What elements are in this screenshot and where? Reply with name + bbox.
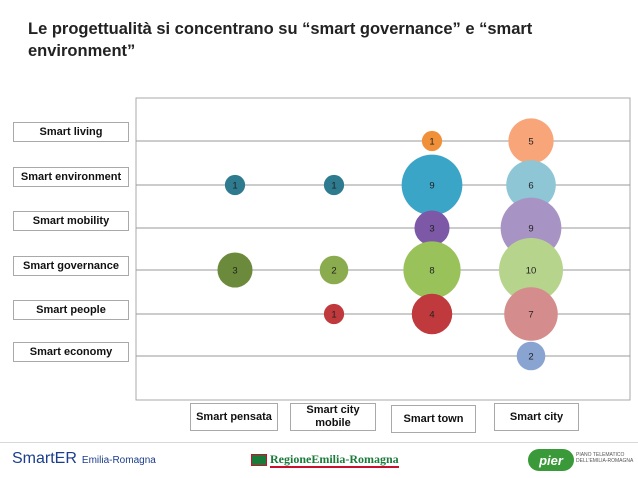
pier-logo-text: pier [539, 452, 563, 468]
column-label: Smart town [391, 405, 476, 433]
pier-logo: pier [528, 449, 574, 471]
row-label: Smart people [13, 300, 129, 320]
plot-area [135, 97, 631, 401]
bubble-r4-c2 [411, 293, 453, 335]
bubble-value-label: 10 [526, 266, 537, 277]
bubble-r0-c2 [421, 130, 443, 152]
bubble-value-label: 8 [429, 266, 434, 277]
bubble-r1-c1 [323, 174, 345, 196]
row-label: Smart living [13, 122, 129, 142]
column-label: Smart city [494, 403, 579, 431]
bubble-r3-c3 [499, 238, 563, 302]
bubble-r4-c3 [504, 287, 558, 341]
bubble-value-label: 9 [429, 181, 434, 192]
region-flag-icon [251, 454, 267, 466]
bubble-value-label: 3 [429, 224, 434, 235]
region-logo: RegioneEmilia-Romagna [251, 452, 399, 468]
bubble-r1-c2 [401, 154, 463, 216]
slide-title: Le progettualità si concentrano su “smar… [28, 20, 533, 60]
bubble-value-label: 5 [528, 137, 533, 148]
bubble-value-label: 1 [331, 310, 336, 321]
row-label: Smart mobility [13, 211, 129, 231]
footer-divider [0, 442, 638, 443]
bubble-value-label: 1 [331, 181, 336, 192]
bubble-r4-c1 [323, 303, 345, 325]
bubble-r0-c3 [508, 118, 554, 164]
pier-logo-caption: PIANO TELEMATICO DELL'EMILIA-ROMAGNA [576, 452, 634, 464]
column-label: Smart pensata [190, 403, 278, 431]
row-label: Smart environment [13, 167, 129, 187]
bubble-r2-c2 [414, 210, 450, 246]
region-logo-text: RegioneEmilia-Romagna [270, 451, 399, 468]
bubble-value-label: 1 [429, 137, 434, 148]
bubble-value-label: 6 [528, 181, 533, 192]
bubble-r3-c2 [403, 241, 461, 299]
bubble-value-label: 7 [528, 310, 533, 321]
bubble-r3-c0 [217, 252, 253, 288]
column-label: Smart city mobile [290, 403, 376, 431]
bubble-value-label: 2 [331, 266, 336, 277]
bubbles: 1 5 1 1 9 6 3 9 3 2 8 10 1 4 7 2 [217, 118, 563, 371]
bubble-value-label: 4 [429, 310, 434, 321]
smarter-logo: SmartER Emilia-Romagna [12, 450, 156, 468]
bubble-value-label: 1 [232, 181, 237, 192]
bubble-value-label: 9 [528, 224, 533, 235]
bubble-r5-c3 [516, 341, 546, 371]
smarter-logo-sub: Emilia-Romagna [81, 455, 156, 466]
bubble-value-label: 2 [528, 352, 533, 363]
bubble-r1-c0 [224, 174, 246, 196]
bubble-r3-c1 [319, 255, 349, 285]
smarter-logo-text: SmartER [12, 450, 77, 467]
row-label: Smart economy [13, 342, 129, 362]
row-label: Smart governance [13, 256, 129, 276]
bubble-r1-c3 [506, 160, 556, 210]
bubble-value-label: 3 [232, 266, 237, 277]
